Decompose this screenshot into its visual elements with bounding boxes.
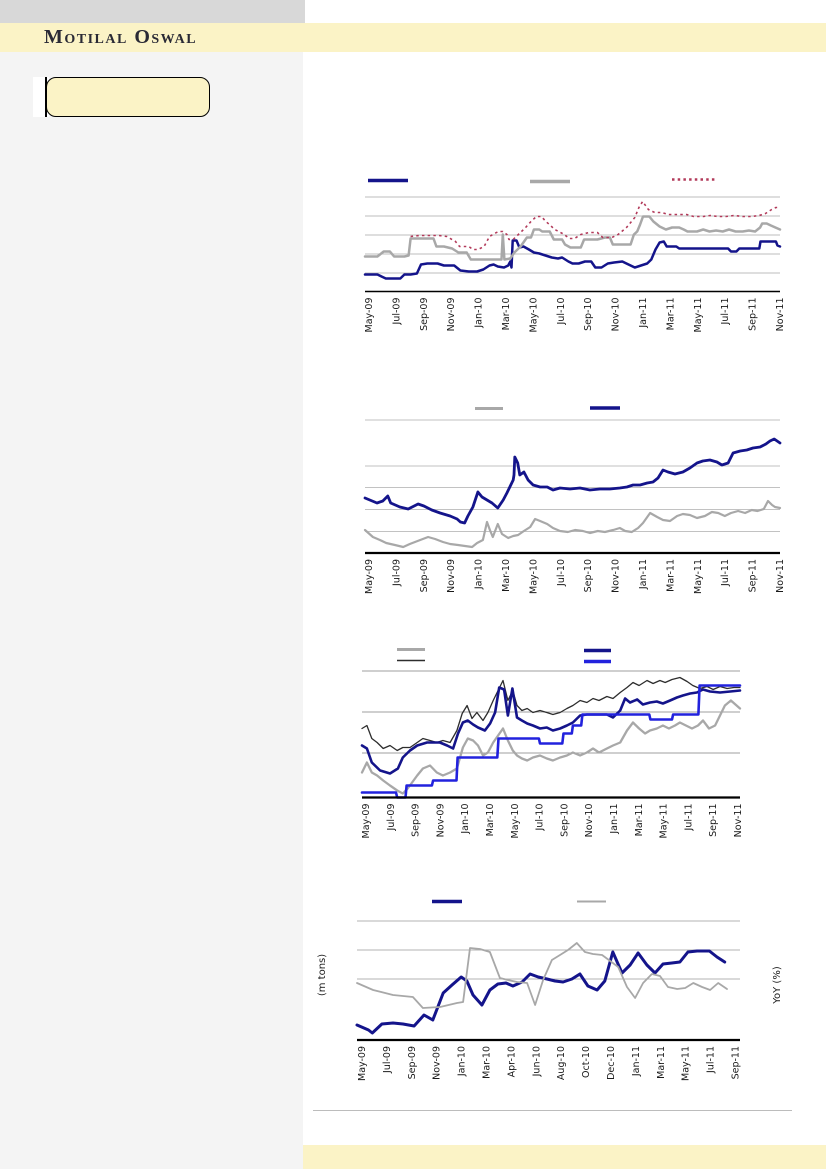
x-tick-label: Apr-10 <box>506 1046 517 1077</box>
x-tick-label: Nov-11 <box>733 804 744 838</box>
x-tick-label: May-09 <box>364 298 375 333</box>
x-tick-label: Nov-09 <box>435 804 446 838</box>
chart-2: May-09 Jul-09 Sep-09 Nov-09 Jan-10 Mar-10 May-… <box>363 406 786 594</box>
x-tick-label: Nov-09 <box>446 559 457 593</box>
x-tick-label: Jul-10 <box>556 559 567 587</box>
grey-solid-line <box>363 215 782 261</box>
x-tick-label: May-09 <box>357 1046 368 1081</box>
x-tick-label: Nov-11 <box>775 559 786 593</box>
x-tick-label: Jul-11 <box>720 559 731 587</box>
x-tick-label: Mar-10 <box>501 298 512 331</box>
x-tick-label: Jan-11 <box>638 298 649 329</box>
x-tick-label: May-11 <box>693 298 704 333</box>
x-tick-label: Mar-10 <box>485 804 496 837</box>
x-tick-label: Jul-09 <box>391 559 402 587</box>
x-tick-label: Mar-11 <box>665 559 676 592</box>
grey-solid-line <box>360 699 742 795</box>
navy-solid-line <box>355 949 727 1035</box>
x-tick-label: Jul-11 <box>683 804 694 832</box>
x-tick-label: Nov-09 <box>446 298 457 332</box>
x-tick-label: Sep-10 <box>583 559 594 592</box>
navy-solid-line <box>360 686 742 775</box>
x-tick-label: Nov-10 <box>611 559 622 593</box>
x-tick-label: Jan-10 <box>474 298 485 329</box>
x-tick-label: Sep-09 <box>419 559 430 592</box>
x-tick-label: Nov-09 <box>432 1046 443 1080</box>
x-tick-label: Mar-11 <box>656 1046 667 1079</box>
x-tick-label: Sep-09 <box>419 298 430 331</box>
x-tick-label: Sep-10 <box>559 804 570 837</box>
x-tick-label: Jun-10 <box>531 1046 542 1077</box>
x-tick-label: Sep-09 <box>411 804 422 837</box>
x-tick-label: Mar-10 <box>501 559 512 592</box>
x-tick-label: Jan-10 <box>460 804 471 835</box>
x-tick-label: Sep-11 <box>731 1046 742 1079</box>
x-tick-label: May-11 <box>681 1046 692 1081</box>
footer-accent-strip <box>303 1145 826 1169</box>
grey-solid-line <box>363 499 782 549</box>
grey-solid-line <box>356 942 728 1009</box>
brand-strip: Motilal Oswal <box>0 23 826 52</box>
x-tick-label: Sep-09 <box>407 1046 418 1079</box>
x-tick-label: May-09 <box>364 559 375 594</box>
chart-1: May-09 Jul-09 Sep-09 Nov-09 Jan-10 Mar-10 May-… <box>363 178 786 333</box>
maroon-dotted-line <box>410 200 780 251</box>
x-tick-label: Dec-10 <box>606 1046 617 1080</box>
x-tick-label: May-10 <box>528 298 539 333</box>
x-tick-label: May-11 <box>693 559 704 594</box>
y-axis-title-left: (m tons) <box>317 954 328 996</box>
top-bar <box>0 0 305 23</box>
x-tick-label: Nov-11 <box>775 298 786 332</box>
x-tick-label: Aug-10 <box>556 1046 567 1080</box>
x-tick-label: Sep-10 <box>583 298 594 331</box>
x-tick-label: May-10 <box>510 804 521 839</box>
x-tick-label: Sep-11 <box>748 298 759 331</box>
x-tick-label: Jan-10 <box>457 1046 468 1077</box>
x-tick-label: Mar-11 <box>665 298 676 331</box>
x-tick-label: May-10 <box>528 559 539 594</box>
x-tick-label: Nov-10 <box>584 804 595 838</box>
x-tick-label: Jan-10 <box>474 559 485 590</box>
x-tick-label: Jan-11 <box>638 559 649 590</box>
chart-3: May-09 Jul-09 Sep-09 Nov-09 Jan-10 Mar-10 May-… <box>360 648 744 839</box>
x-tick-label: Sep-11 <box>708 804 719 837</box>
x-tick-label: Jul-09 <box>386 804 397 832</box>
navy-solid-line <box>363 437 782 525</box>
dark-thin-line <box>361 676 741 752</box>
x-tick-label: Jan-11 <box>631 1046 642 1077</box>
x-tick-label: Jul-11 <box>720 298 731 326</box>
left-panel <box>0 0 303 1169</box>
y-axis-title-right: YoY (%) <box>772 966 783 1005</box>
x-tick-label: Jul-11 <box>706 1046 717 1074</box>
footer-rule <box>313 1110 792 1111</box>
bright-blue-step-line <box>360 684 742 799</box>
x-tick-label: Nov-10 <box>611 298 622 332</box>
x-tick-label: May-09 <box>361 804 372 839</box>
chart-4: May-09 Jul-09 Sep-09 Nov-09 Jan-10 Mar-10 Apr-… <box>317 899 783 1081</box>
x-tick-label: Jul-10 <box>556 298 567 326</box>
highlight-callout-box <box>46 77 210 117</box>
x-tick-label: Mar-11 <box>634 804 645 837</box>
brand-logo-text: Motilal Oswal <box>44 26 198 48</box>
x-tick-label: Mar-10 <box>482 1046 493 1079</box>
navy-solid-line <box>363 239 782 280</box>
x-tick-label: Jul-10 <box>535 804 546 832</box>
x-tick-label: Jan-11 <box>609 804 620 835</box>
x-tick-label: May-11 <box>659 804 670 839</box>
x-tick-label: Jul-09 <box>382 1046 393 1074</box>
x-tick-label: Oct-10 <box>581 1046 592 1078</box>
x-tick-label: Jul-09 <box>391 298 402 326</box>
x-tick-label: Sep-11 <box>748 559 759 592</box>
